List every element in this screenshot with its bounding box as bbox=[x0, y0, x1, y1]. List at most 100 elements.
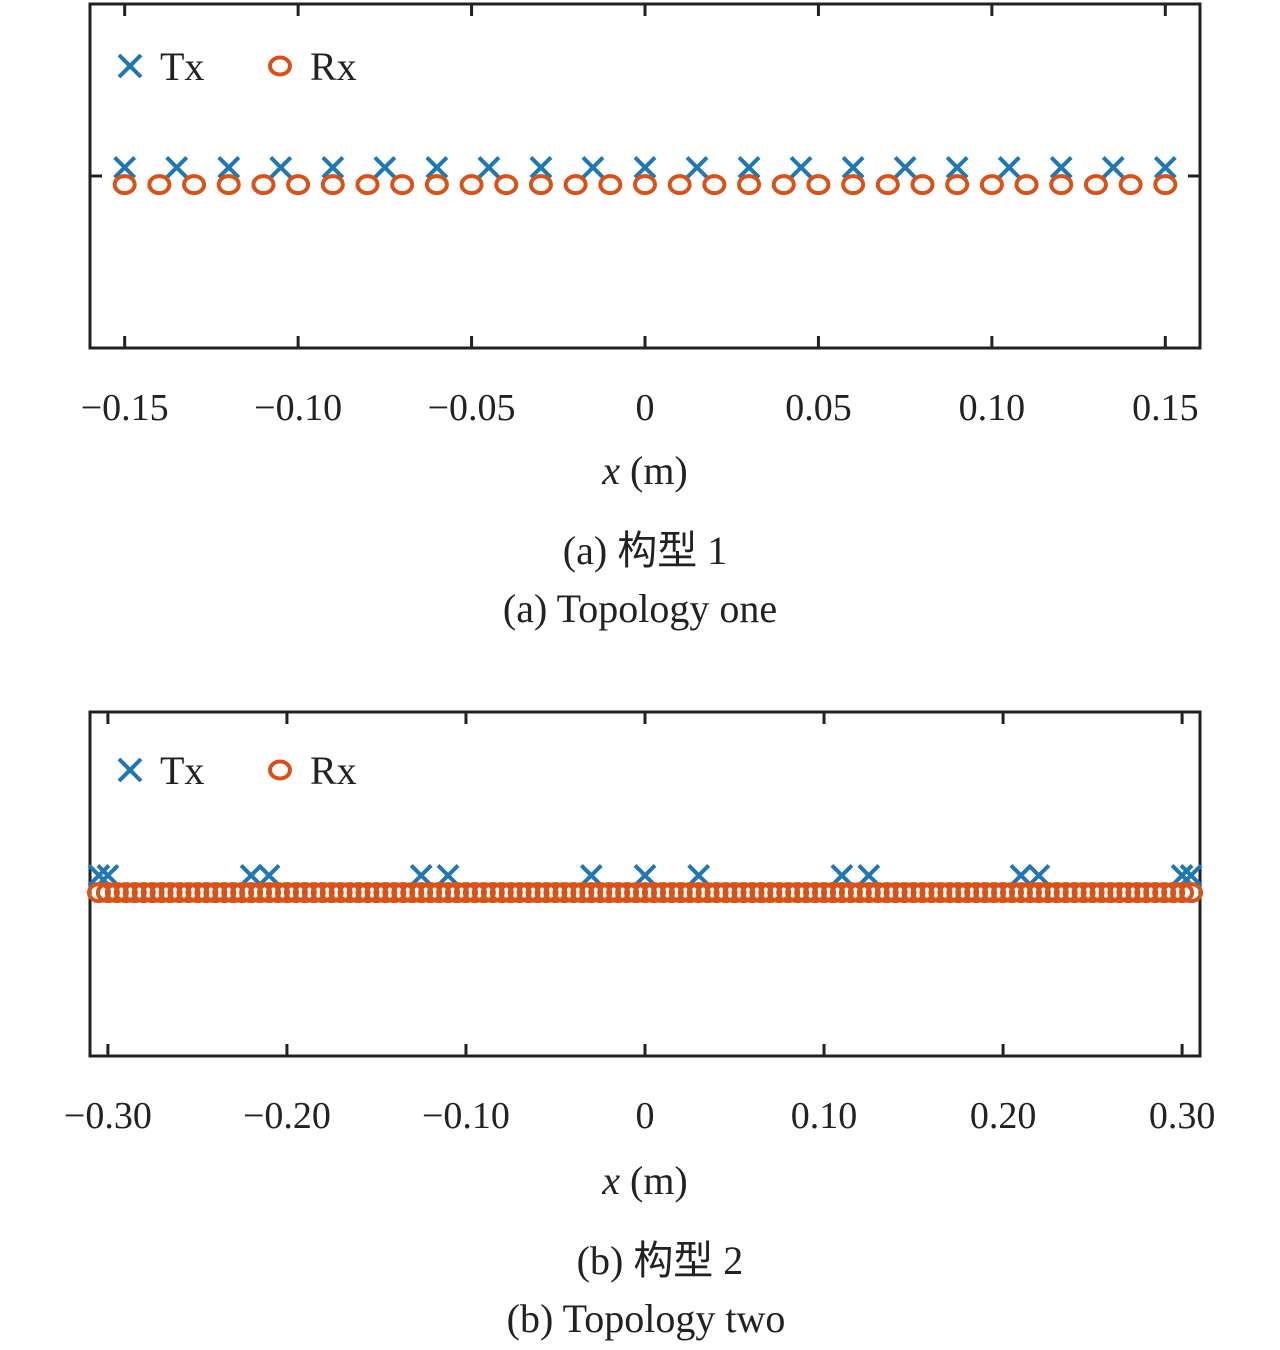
tx-marker bbox=[945, 155, 969, 179]
rx-marker bbox=[507, 882, 532, 904]
rx-marker bbox=[257, 882, 282, 904]
rx-marker bbox=[937, 882, 962, 904]
rx-marker bbox=[265, 882, 290, 904]
rx-marker bbox=[471, 882, 496, 904]
rx-marker bbox=[713, 882, 738, 904]
rx-marker bbox=[167, 882, 192, 904]
rx-marker bbox=[382, 882, 407, 904]
rx-marker bbox=[702, 174, 727, 196]
rx-marker bbox=[453, 882, 478, 904]
rx-marker bbox=[668, 882, 693, 904]
rx-marker bbox=[1143, 882, 1168, 904]
rx-marker bbox=[1107, 882, 1132, 904]
x-tick-label: 0.10 bbox=[791, 1095, 858, 1137]
rx-marker bbox=[1125, 882, 1150, 904]
rx-marker bbox=[286, 174, 311, 196]
rx-marker bbox=[1098, 882, 1123, 904]
panel-b: −0.30 −0.20 −0.10 0 0.10 0.20 0.30 Tx Rx x (m)… bbox=[64, 710, 1215, 1341]
rx-marker bbox=[892, 882, 917, 904]
tx-marker bbox=[1009, 863, 1033, 887]
legend-rx-label-a: Rx bbox=[310, 44, 357, 89]
rx-marker bbox=[820, 882, 845, 904]
rx-marker bbox=[1170, 882, 1195, 904]
rx-marker bbox=[1089, 882, 1114, 904]
caption-en-a: (a) Topology one bbox=[503, 586, 777, 631]
x-axis-label-a: x (m) bbox=[601, 448, 688, 493]
rx-marker bbox=[1179, 882, 1204, 904]
rx-marker bbox=[737, 174, 762, 196]
rx-marker bbox=[883, 882, 908, 904]
x-axis-b: −0.30 −0.20 −0.10 0 0.10 0.20 0.30 bbox=[64, 712, 1215, 1137]
x-tick-label: −0.10 bbox=[254, 387, 342, 429]
rx-marker bbox=[1000, 882, 1025, 904]
rx-marker bbox=[328, 882, 353, 904]
rx-marker bbox=[292, 882, 317, 904]
legend-a: Tx Rx bbox=[117, 44, 357, 89]
rx-marker bbox=[445, 882, 470, 904]
rx-marker bbox=[945, 174, 970, 196]
rx-marker bbox=[1044, 882, 1069, 904]
rx-marker bbox=[390, 174, 415, 196]
rx-marker bbox=[112, 174, 137, 196]
rx-marker bbox=[955, 882, 980, 904]
rx-marker bbox=[841, 174, 866, 196]
x-tick-label: 0.15 bbox=[1132, 387, 1199, 429]
x-tick-label: −0.20 bbox=[243, 1095, 331, 1137]
rx-marker bbox=[1134, 882, 1159, 904]
rx-marker bbox=[910, 174, 935, 196]
rx-marker bbox=[158, 882, 183, 904]
tx-marker bbox=[373, 155, 397, 179]
rx-marker bbox=[875, 174, 900, 196]
tx-marker bbox=[1101, 155, 1125, 179]
rx-marker bbox=[543, 882, 568, 904]
rx-marker bbox=[579, 882, 604, 904]
legend-rx-marker-b bbox=[268, 759, 292, 781]
rx-marker bbox=[982, 882, 1007, 904]
rx-marker bbox=[964, 882, 989, 904]
rx-marker bbox=[149, 882, 174, 904]
tx-marker bbox=[1153, 155, 1177, 179]
rx-marker bbox=[355, 174, 380, 196]
tx-marker bbox=[737, 155, 761, 179]
caption-en-b: (b) Topology two bbox=[507, 1296, 786, 1341]
rx-marker bbox=[459, 174, 484, 196]
tx-marker bbox=[409, 863, 433, 887]
rx-marker bbox=[615, 882, 640, 904]
x-tick-label: 0.10 bbox=[959, 387, 1026, 429]
rx-marker bbox=[528, 174, 553, 196]
tx-marker bbox=[687, 863, 711, 887]
rx-marker bbox=[667, 174, 692, 196]
tx-marker bbox=[633, 863, 657, 887]
rx-marker bbox=[919, 882, 944, 904]
rx-marker bbox=[740, 882, 765, 904]
rx-marker bbox=[806, 174, 831, 196]
rx-marker bbox=[319, 882, 344, 904]
rx-marker bbox=[794, 882, 819, 904]
rx-marker bbox=[659, 882, 684, 904]
rx-marker bbox=[910, 882, 935, 904]
rx-marker bbox=[534, 882, 559, 904]
tx-marker bbox=[477, 155, 501, 179]
tx-marker bbox=[633, 155, 657, 179]
rx-marker bbox=[731, 882, 756, 904]
rx-marker bbox=[251, 174, 276, 196]
rx-marker bbox=[1071, 882, 1096, 904]
rx-marker bbox=[498, 882, 523, 904]
rx-marker bbox=[767, 882, 792, 904]
rx-marker bbox=[758, 882, 783, 904]
rx-marker bbox=[749, 882, 774, 904]
rx-marker bbox=[686, 882, 711, 904]
x-axis-a: −0.15 −0.10 −0.05 0 0.05 0.10 0.15 bbox=[81, 4, 1199, 429]
rx-marker bbox=[1017, 882, 1042, 904]
legend-rx-label-b: Rx bbox=[310, 748, 357, 793]
tx-marker bbox=[857, 863, 881, 887]
rx-marker bbox=[1008, 882, 1033, 904]
rx-marker bbox=[588, 882, 613, 904]
x-tick-label: −0.05 bbox=[428, 387, 516, 429]
tx-marker bbox=[113, 155, 137, 179]
rx-marker bbox=[838, 882, 863, 904]
x-tick-label: −0.15 bbox=[81, 387, 169, 429]
rx-marker bbox=[865, 882, 890, 904]
rx-marker bbox=[776, 882, 801, 904]
rx-marker bbox=[424, 174, 449, 196]
